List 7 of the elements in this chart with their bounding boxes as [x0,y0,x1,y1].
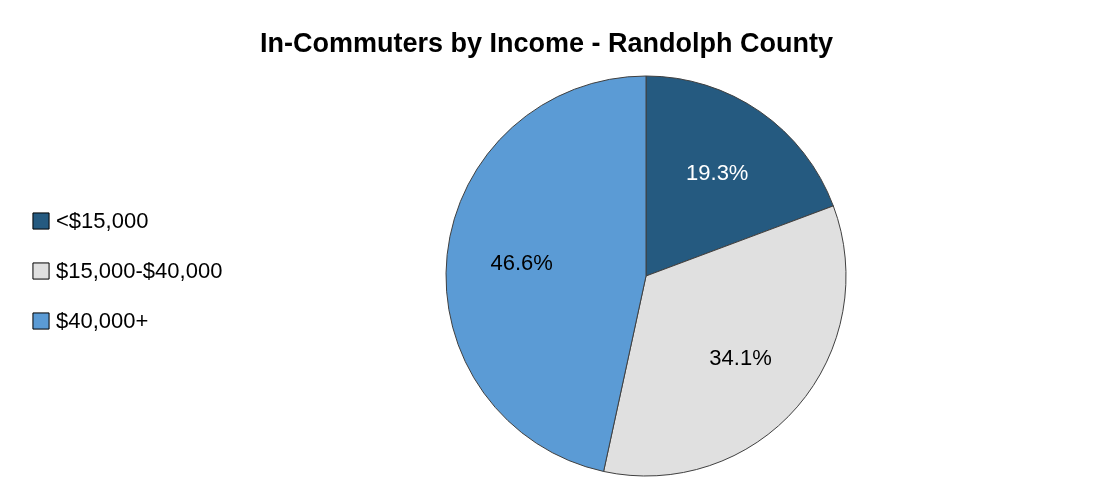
data-label: 34.1% [709,344,772,370]
data-label: 19.3% [686,160,749,186]
legend-label: <$15,000 [56,208,149,233]
legend-label: $40,000+ [56,308,149,333]
chart-title: In-Commuters by Income - Randolph County [259,28,834,58]
legend-label: $15,000-$40,000 [56,258,223,283]
data-label: 46.6% [490,249,553,275]
